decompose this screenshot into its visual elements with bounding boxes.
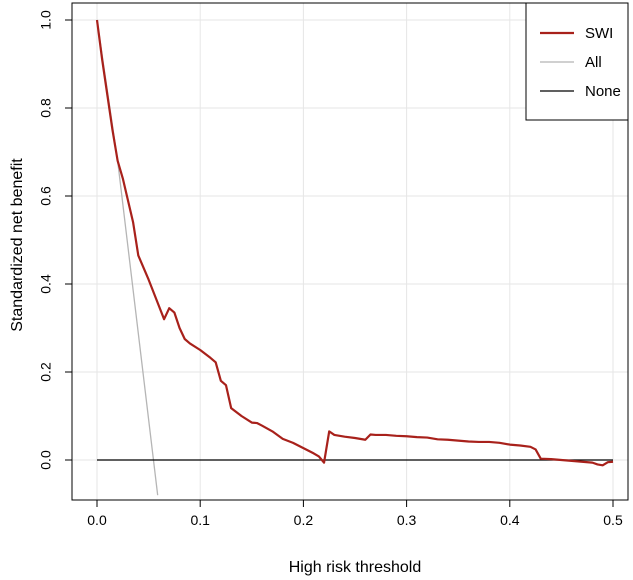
x-tick-label: 0.1 [190,512,210,528]
y-tick-label: 0.4 [38,274,54,294]
x-tick-label: 0.4 [500,512,520,528]
legend-label-all: All [585,54,602,71]
y-tick-label: 0.2 [38,362,54,382]
x-axis-title: High risk threshold [289,559,422,576]
series-lines [95,19,614,496]
axes: 0.0 0.1 0.2 0.3 0.4 0.5 0.0 0.2 0.4 0.6 0.8 1.0 [38,10,623,528]
legend-label-swi: SWI [585,25,613,42]
legend: SWI All None [525,2,629,121]
y-tick-label: 0.8 [38,98,54,118]
y-tick-label: 0.0 [38,450,54,470]
x-tick-label: 0.0 [87,512,107,528]
y-axis-title: Standardized net benefit [9,158,26,332]
legend-label-none: None [585,83,621,100]
y-tick-label: 1.0 [38,10,54,30]
x-tick-label: 0.5 [603,512,623,528]
y-tick-label: 0.6 [38,186,54,206]
x-tick-label: 0.2 [294,512,314,528]
x-tick-label: 0.3 [397,512,417,528]
series-line-swi [95,19,614,467]
